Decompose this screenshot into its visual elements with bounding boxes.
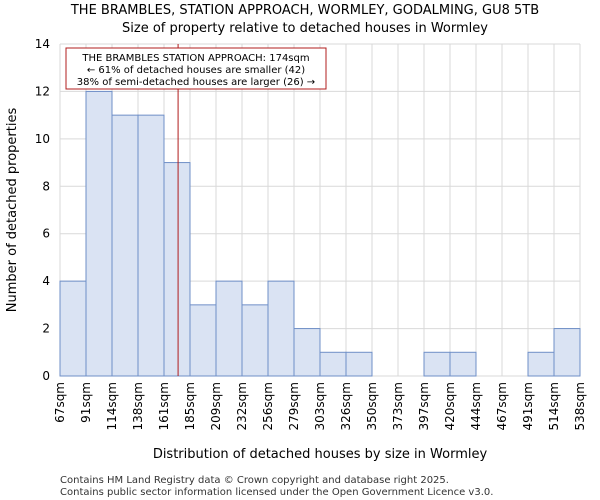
x-tick-label: 161sqm — [157, 382, 171, 430]
bar-397sqm — [423, 351, 451, 377]
bar-279sqm — [293, 328, 321, 377]
x-tick-label: 67sqm — [53, 382, 67, 423]
bar-514sqm — [553, 328, 581, 377]
bar-326sqm — [345, 351, 373, 377]
bar-256sqm — [267, 280, 295, 377]
y-tick-label: 12 — [35, 84, 50, 98]
y-tick-label: 6 — [42, 227, 50, 241]
y-tick-label: 14 — [35, 37, 50, 51]
chart-title: THE BRAMBLES, STATION APPROACH, WORMLEY,… — [70, 3, 539, 18]
annotation-border — [65, 47, 327, 90]
x-tick-label: 209sqm — [209, 382, 223, 430]
x-tick-label: 514sqm — [547, 382, 561, 430]
y-tick-label: 4 — [42, 274, 50, 288]
bar-303sqm — [319, 351, 347, 377]
bar-491sqm — [527, 351, 555, 377]
bar-114sqm — [111, 114, 139, 377]
bar-185sqm — [189, 304, 217, 377]
y-tick-label: 8 — [42, 179, 50, 193]
bar-138sqm — [137, 114, 165, 377]
y-tick-label: 0 — [42, 369, 50, 383]
x-tick-label: 256sqm — [261, 382, 275, 430]
annotation-box: THE BRAMBLES STATION APPROACH: 174sqm ← … — [65, 47, 327, 90]
annotation-line-2: ← 61% of detached houses are smaller (42… — [87, 65, 305, 76]
x-tick-label: 303sqm — [313, 382, 327, 430]
x-tick-label: 491sqm — [521, 382, 535, 430]
x-tick-label: 279sqm — [287, 382, 301, 430]
footer-line-1: Contains HM Land Registry data © Crown c… — [60, 475, 449, 486]
chart-subtitle: Size of property relative to detached ho… — [122, 21, 488, 36]
footer-line-2: Contains public sector information licen… — [60, 487, 493, 498]
x-axis-label: Distribution of detached houses by size … — [153, 447, 488, 462]
x-tick-label: 420sqm — [443, 382, 457, 430]
x-tick-label: 373sqm — [391, 382, 405, 430]
bars — [59, 90, 581, 377]
bar-420sqm — [449, 351, 477, 377]
y-tick-label: 2 — [42, 322, 50, 336]
y-axis-ticks: 0 2 4 6 8 10 12 14 — [35, 37, 50, 383]
x-axis-ticks: 67sqm 91sqm 114sqm 138sqm 161sqm 185sqm 209sqm… — [53, 382, 587, 430]
x-tick-label: 185sqm — [183, 382, 197, 430]
bar-209sqm — [215, 280, 243, 377]
x-tick-label: 326sqm — [339, 382, 353, 430]
bar-91sqm — [85, 90, 113, 377]
x-tick-label: 538sqm — [573, 382, 587, 430]
x-tick-label: 91sqm — [79, 382, 93, 423]
bar-232sqm — [241, 304, 269, 377]
x-tick-label: 350sqm — [365, 382, 379, 430]
x-tick-label: 138sqm — [131, 382, 145, 430]
annotation-line-3: 38% of semi-detached houses are larger (… — [77, 77, 315, 88]
x-tick-label: 114sqm — [105, 382, 119, 430]
x-tick-label: 232sqm — [235, 382, 249, 430]
annotation-line-1: THE BRAMBLES STATION APPROACH: 174sqm — [81, 53, 309, 64]
x-tick-label: 444sqm — [469, 382, 483, 430]
bar-161sqm — [163, 162, 191, 377]
x-tick-label: 397sqm — [417, 382, 431, 430]
y-axis-label: Number of detached properties — [5, 108, 20, 313]
y-tick-label: 10 — [35, 132, 50, 146]
x-tick-label: 467sqm — [495, 382, 509, 430]
bar-67sqm — [59, 280, 87, 377]
